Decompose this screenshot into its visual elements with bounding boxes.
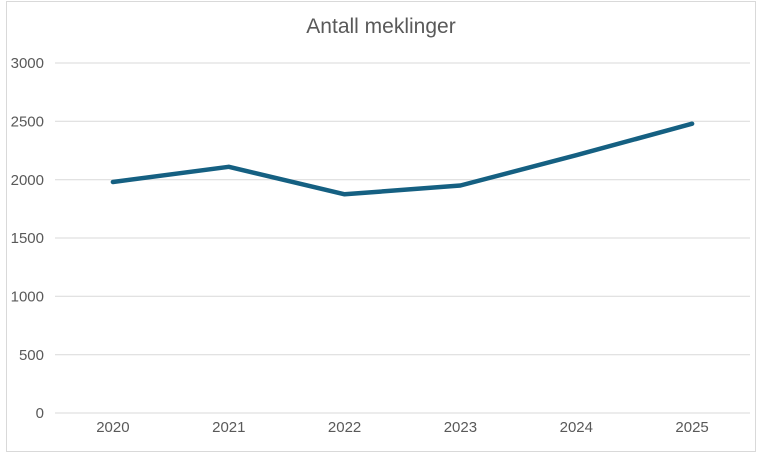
x-tick-label: 2024 [560,419,593,436]
x-tick-label: 2023 [444,419,477,436]
series-line [110,121,695,197]
y-tick-label: 1500 [11,230,44,247]
x-tick-label: 2025 [675,419,708,436]
y-tick-label: 3000 [11,55,44,72]
y-tick-label: 2000 [11,172,44,189]
x-tick-label: 2022 [328,419,361,436]
x-tick-label: 2021 [212,419,245,436]
y-tick-label: 1000 [11,288,44,305]
chart-frame[interactable]: Antall meklinger 0 500 1000 1500 2000 2500 300… [6,1,756,452]
y-tick-label: 500 [19,347,44,364]
y-tick-label: 2500 [11,113,44,130]
chart-title: Antall meklinger [306,15,456,38]
line-chart: 0 500 1000 1500 2000 2500 3000 2020 2021 2022 2023… [11,55,750,436]
x-tick-label: 2020 [96,419,129,436]
y-tick-label: 0 [36,405,44,422]
